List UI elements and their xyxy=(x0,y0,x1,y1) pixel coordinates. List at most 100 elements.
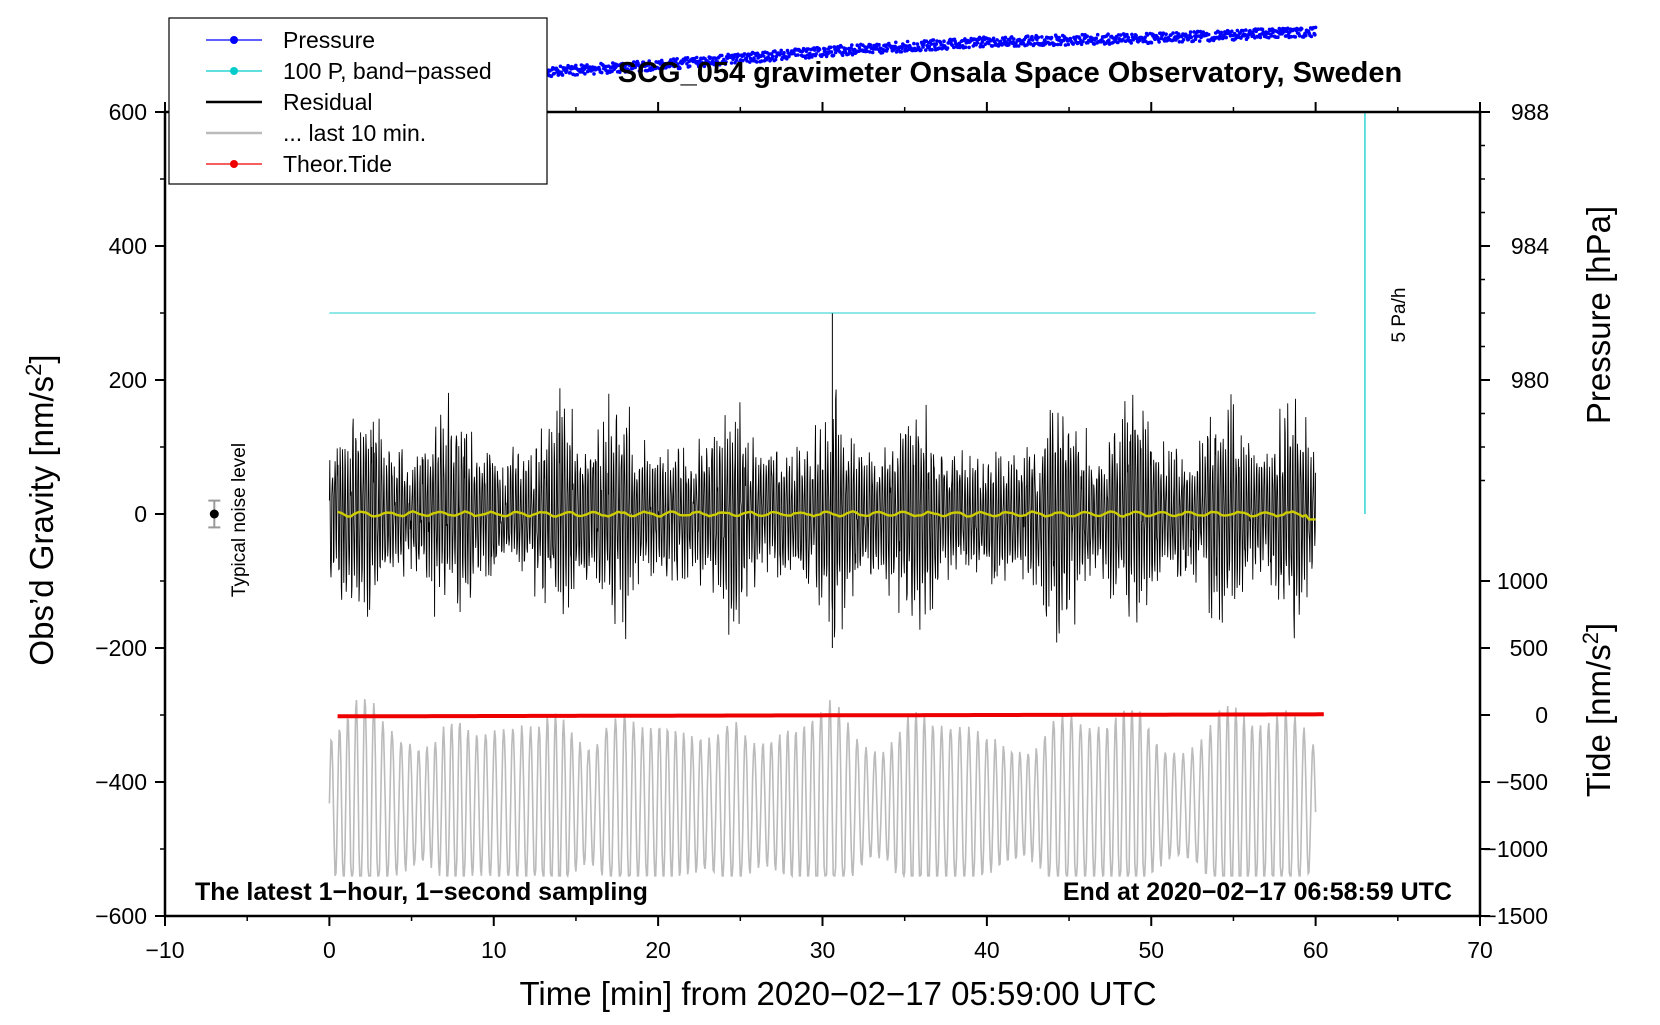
pressure-point xyxy=(839,45,844,49)
pressure-point xyxy=(1085,34,1089,38)
pressure-point xyxy=(1030,34,1034,39)
x-axis-label: Time [min] from 2020−02−17 05:59:00 UTC xyxy=(519,975,1156,1012)
pressure-point xyxy=(1092,42,1096,46)
pressure-point xyxy=(995,38,999,42)
pressure-point xyxy=(1106,32,1110,36)
pressure-point xyxy=(646,63,651,67)
pressure-point xyxy=(1304,33,1308,38)
pressure-point xyxy=(745,59,749,63)
x-tick-label: −10 xyxy=(145,937,184,963)
pressure-point xyxy=(930,47,934,52)
pressure-point xyxy=(1053,42,1057,47)
pressure-point xyxy=(676,62,680,66)
pressure-point xyxy=(1188,30,1193,34)
x-tick-label: 70 xyxy=(1467,937,1493,963)
pressure-point xyxy=(868,50,872,54)
pressure-point xyxy=(796,53,800,57)
pressure-point xyxy=(702,64,707,69)
pressure-point xyxy=(787,54,791,59)
pressure-point xyxy=(877,42,881,47)
pressure-point xyxy=(1121,37,1125,42)
pressure-point xyxy=(752,56,756,60)
pressure-point xyxy=(1267,35,1271,40)
pressure-point xyxy=(1276,35,1280,39)
pressure-point xyxy=(694,55,699,60)
pressure-point xyxy=(778,51,783,56)
legend-label: 100 P, band−passed xyxy=(283,58,492,84)
pressure-point xyxy=(761,54,766,58)
pressure-point xyxy=(1007,42,1011,47)
pressure-point xyxy=(710,59,715,63)
pressure-point xyxy=(1081,39,1085,44)
pressure-point xyxy=(575,72,579,77)
pressure-point xyxy=(1224,35,1228,40)
tide-tick-label: −1500 xyxy=(1483,903,1548,929)
y-label-gravity-close: ] xyxy=(23,354,60,363)
pressure-point xyxy=(1283,27,1287,31)
pressure-point xyxy=(558,64,563,69)
x-tick-label: 0 xyxy=(323,937,336,963)
pressure-point xyxy=(1066,42,1071,47)
pressure-point xyxy=(669,58,673,62)
pressure-point xyxy=(722,57,726,62)
noise-marker-dot xyxy=(209,509,219,519)
pressure-point xyxy=(919,48,923,52)
pressure-point xyxy=(1289,34,1293,39)
y-label-gravity-sup: 2 xyxy=(21,364,46,376)
series-theor-tide-line xyxy=(337,712,1324,719)
pressure-point xyxy=(1219,30,1224,35)
legend-swatch-dot xyxy=(230,36,238,44)
pressure-point xyxy=(840,53,845,58)
pressure-point xyxy=(599,70,604,75)
pressure-point xyxy=(618,70,622,74)
pressure-point xyxy=(821,52,825,57)
pressure-point xyxy=(942,39,946,43)
axes-ticks: −10 0 10 20 30 40 50 60 70 600 400 200 0 −200 −400 −600… xyxy=(95,99,1549,963)
pressure-point xyxy=(1246,35,1250,40)
pressure-point xyxy=(629,62,633,67)
sampling-note: The latest 1−hour, 1−second sampling xyxy=(195,878,648,906)
pressure-point xyxy=(1049,35,1054,40)
pressure-point xyxy=(1282,30,1286,34)
pressure-point xyxy=(1285,26,1290,31)
pressure-point xyxy=(812,48,817,52)
x-tick-label: 30 xyxy=(810,937,836,963)
pressure-point xyxy=(1125,32,1129,37)
pressure-point xyxy=(1118,33,1123,37)
legend-label: Pressure xyxy=(283,27,375,53)
pressure-point xyxy=(620,61,625,66)
pressure-point xyxy=(1157,40,1161,44)
y-tick-label: 600 xyxy=(109,99,147,125)
pressure-point xyxy=(771,54,775,59)
pressure-point xyxy=(829,50,834,54)
noise-level-label: Typical noise level xyxy=(229,443,250,597)
pressure-point xyxy=(803,56,808,60)
pressure-point xyxy=(865,49,869,53)
series-residual-mean-line xyxy=(337,510,1316,521)
pressure-point xyxy=(1244,28,1248,32)
pressure-point xyxy=(1285,29,1289,33)
pressure-point xyxy=(1235,28,1240,33)
series-residual-line xyxy=(328,388,1317,643)
pressure-point xyxy=(829,45,833,50)
pressure-point xyxy=(701,61,705,65)
pressure-point xyxy=(592,72,596,76)
pressure-point xyxy=(929,42,934,46)
pressure-point xyxy=(875,47,880,51)
pressure-point xyxy=(1241,28,1245,33)
pressure-point xyxy=(945,46,950,50)
pressure-point xyxy=(736,53,741,58)
pressure-point xyxy=(1299,27,1304,31)
legend-swatch-dot xyxy=(230,67,238,75)
tide-tick-label: 0 xyxy=(1535,702,1548,728)
pressure-point xyxy=(675,57,679,61)
pressure-point xyxy=(685,56,690,60)
pressure-point xyxy=(1197,39,1202,43)
pressure-point xyxy=(931,38,936,42)
pressure-point xyxy=(632,60,636,64)
pressure-point xyxy=(1026,34,1030,38)
pressure-point xyxy=(1230,29,1234,34)
pressure-point xyxy=(715,60,720,64)
pressure-point xyxy=(678,66,682,71)
